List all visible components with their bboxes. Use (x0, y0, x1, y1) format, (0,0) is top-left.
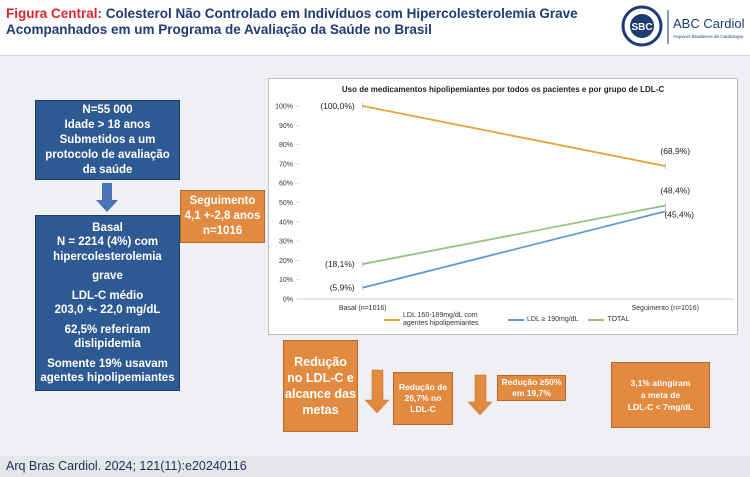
y-tick-label: 10% (279, 277, 293, 284)
text-line: 26,7% no (404, 393, 442, 403)
y-tick-label: 20% (279, 258, 293, 265)
y-tick-label: 90% (279, 123, 293, 130)
text-line: em 19,7% (512, 388, 551, 398)
arrow-down (364, 369, 390, 414)
chart-panel: Uso de medicamentos hipolipemiantes por … (268, 78, 738, 335)
arrow-down (467, 374, 493, 416)
text-line: LDL-C médio (71, 289, 144, 302)
header-label: Figura Central: (6, 6, 103, 21)
series-line (362, 105, 666, 167)
text-line: Submetidos a um (59, 133, 156, 146)
chart: Uso de medicamentos hipolipemiantes por … (275, 85, 734, 312)
text-line: LDL-C < 7mg/dL (627, 402, 694, 412)
text-line: metas (302, 403, 339, 417)
x-tick-label: Basal (n=1016) (339, 305, 387, 312)
arrow-down (96, 183, 118, 212)
y-tick-label: 50% (279, 200, 293, 207)
text-line: Somente 19% usavam (47, 357, 168, 370)
y-tick-label: 0% (283, 297, 293, 304)
legend-swatch (508, 319, 524, 321)
data-label: (5,9%) (330, 283, 355, 293)
text-line: Idade > 18 anos (64, 118, 151, 131)
legend-label: LDL 160-189mg/dL com agentes hipolipemia… (403, 312, 479, 327)
text-box: 3,1% atingiram a meta de LDL-C < 7mg/dL (611, 362, 710, 428)
data-label: (45,4%) (664, 209, 694, 219)
text-line: no LDL-C e (287, 371, 354, 385)
text-line: N = 2214 (4%) com (56, 236, 159, 248)
text-line: Redução de (398, 382, 448, 392)
text-box: Redução de 26,7% no LDL-C (393, 372, 453, 425)
text-line: grave (92, 270, 123, 282)
text-line: alcance das (285, 387, 356, 401)
text-box: Redução no LDL-C e alcance das metas (283, 340, 358, 432)
text-line: 4,1 +-2,8 anos (184, 210, 261, 222)
legend-label: LDL ≥ 190mg/dL (527, 316, 579, 323)
legend-label: TOTAL (607, 316, 630, 323)
text-box: N=55 000 Idade > 18 anos Submetidos a um pr… (35, 100, 180, 180)
journal-subtitle: Arquivos Brasileiros de Cardiologia (673, 34, 744, 39)
legend-swatch (588, 319, 605, 321)
text-line: n=1016 (202, 225, 243, 237)
series-line (362, 204, 666, 265)
text-line: Redução ≥50% (501, 377, 562, 387)
data-label: (48,4%) (660, 186, 690, 196)
y-tick-label: 40% (279, 219, 293, 226)
series-line (362, 210, 666, 289)
text-box: Redução ≥50% em 19,7% (497, 375, 566, 401)
text-box: Basal N = 2214 (4%) com hipercolesterolemi… (35, 215, 180, 391)
text-line: Basal (92, 221, 123, 234)
text-line: dislipidemia (74, 338, 141, 350)
legend: LDL 160-189mg/dL com agentes hipolipemia… (384, 312, 629, 328)
text-line: a meta de (640, 390, 681, 400)
y-tick-label: 60% (279, 181, 293, 188)
text-line: protocolo de avaliação (45, 148, 170, 161)
y-tick-label: 100% (275, 104, 293, 111)
logo-core (630, 14, 654, 38)
data-label: (18,1%) (325, 259, 355, 269)
text-line: LDL-C (410, 404, 436, 414)
y-tick-label: 30% (279, 239, 293, 246)
text-line: Redução (294, 355, 347, 369)
text-line: Seguimento (189, 195, 256, 207)
logo: SBC ABC Cardiol Arquivos Brasileiros de … (621, 5, 745, 47)
text-line: agentes hipolipemiantes (40, 372, 175, 384)
text-line: 3,1% atingiram (630, 378, 691, 388)
text-line: da saúde (82, 163, 133, 176)
legend-swatch (384, 319, 400, 321)
text-box: Seguimento 4,1 +-2,8 anos n=1016 (180, 190, 265, 243)
chart-title: Uso de medicamentos hipolipemiantes por … (342, 85, 664, 94)
header-title: Colesterol Não Controlado em Indivíduos … (6, 6, 578, 37)
text-line: hipercolesterolemia (53, 250, 162, 263)
logo-text: SBC (631, 22, 652, 33)
journal: ABC Cardiol (673, 16, 745, 31)
header: Figura Central: Colesterol Não Controlad… (6, 6, 606, 38)
text-line: 62,5% referiram (64, 323, 151, 336)
legend-item: TOTAL (588, 316, 629, 324)
legend-item: LDL 160-189mg/dL com agentes hipolipemia… (384, 312, 498, 328)
text-line: N=55 000 (82, 103, 133, 116)
text-line: 203,0 +- 22,0 mg/dL (54, 304, 161, 316)
y-tick-label: 70% (279, 161, 293, 168)
footer: Arq Bras Cardiol. 2024; 121(11):e2024011… (0, 456, 750, 477)
x-tick-label: Seguimento (n=1016) (631, 305, 699, 312)
data-label: (100,0%) (320, 101, 355, 111)
legend-item: LDL ≥ 190mg/dL (508, 316, 578, 324)
y-tick-label: 80% (279, 142, 293, 149)
data-label: (68,9%) (660, 146, 690, 156)
